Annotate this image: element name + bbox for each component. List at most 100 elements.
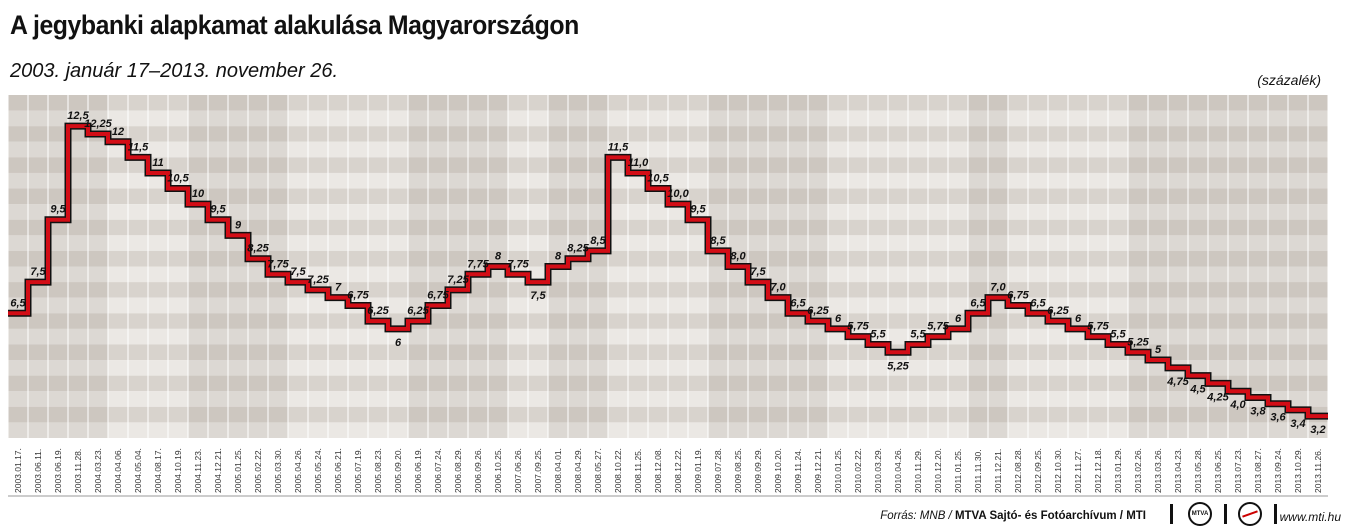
x-tick-label: 2009.08.25. — [733, 448, 743, 493]
chart-title: A jegybanki alapkamat alakulása Magyaror… — [10, 10, 579, 40]
x-tick-label: 2010.12.20. — [933, 448, 943, 493]
data-label: 8,0 — [730, 251, 746, 263]
data-label: 5,5 — [910, 328, 926, 340]
step-line-chart: 6,57,59,512,512,251211,51110,5109,598,25… — [7, 95, 1329, 497]
data-label: 4,5 — [1189, 384, 1206, 396]
data-label: 6,75 — [1007, 289, 1029, 301]
rate-step-line — [8, 122, 1328, 420]
data-label: 11 — [152, 157, 163, 169]
data-label: 9,5 — [50, 204, 66, 216]
x-tick-label: 2009.09.29. — [753, 448, 763, 493]
x-tick-label: 2005.04.26. — [293, 448, 303, 493]
data-label: 7,5 — [750, 266, 766, 278]
data-label: 7 — [335, 282, 342, 294]
data-label: 6,25 — [407, 305, 429, 317]
x-tick-label: 2007.09.25. — [533, 448, 543, 493]
data-label: 6 — [835, 313, 842, 325]
x-tick-label: 2010.04.26. — [893, 448, 903, 493]
x-tick-label: 2013.09.24. — [1273, 448, 1283, 493]
x-tick-label: 2013.08.27. — [1253, 448, 1263, 493]
x-tick-label: 2006.08.29. — [453, 448, 463, 493]
x-tick-label: 2005.07.19. — [353, 448, 363, 493]
data-label: 10,5 — [647, 173, 669, 185]
data-label: 7,75 — [507, 258, 529, 270]
data-label: 6,5 — [10, 297, 26, 309]
footer-separator — [1170, 504, 1173, 524]
data-label: 7,5 — [30, 266, 46, 278]
data-label: 5,25 — [887, 360, 909, 372]
website-link[interactable]: www.mti.hu — [1279, 510, 1341, 524]
footer-separator — [1274, 504, 1277, 524]
x-tick-label: 2006.10.25. — [493, 448, 503, 493]
x-tick-label: 2009.01.19. — [693, 448, 703, 493]
x-tick-label: 2009.10.20. — [773, 448, 783, 493]
x-tick-labels: 2003.01.17. 2003.06.11. 2003.06.19. 2003.11… — [13, 448, 1323, 493]
x-tick-label: 2005.09.20. — [393, 448, 403, 493]
data-label: 8,25 — [567, 243, 589, 255]
data-label: 12,25 — [84, 118, 112, 130]
x-tick-label: 2008.12.22. — [673, 448, 683, 493]
year-block — [8, 95, 108, 438]
x-tick-label: 2004.10.19. — [173, 448, 183, 493]
data-label: 3,2 — [1310, 424, 1325, 436]
x-tick-label: 2008.04.29. — [573, 448, 583, 493]
x-tick-label: 2009.07.28. — [713, 448, 723, 493]
data-label: 9 — [235, 219, 242, 231]
x-tick-label: 2012.09.25. — [1033, 448, 1043, 493]
source-prefix: Forrás: MNB / — [880, 510, 955, 522]
data-label: 7,75 — [467, 258, 489, 270]
x-tick-label: 2005.02.22. — [253, 448, 263, 493]
data-label: 3,6 — [1270, 412, 1286, 424]
x-tick-label: 2013.04.23. — [1173, 448, 1183, 493]
x-tick-label: 2008.04.01. — [553, 448, 563, 493]
x-tick-label: 2007.06.26. — [513, 448, 523, 493]
x-tick-label: 2005.06.21. — [333, 448, 343, 493]
footer-separator — [1224, 504, 1227, 524]
x-tick-label: 2013.06.25. — [1213, 448, 1223, 493]
footer: Forrás: MNB / MTVA Sajtó- és Fotóarchívu… — [0, 498, 1351, 531]
x-tick-label: 2004.12.21. — [213, 448, 223, 493]
data-label: 7,25 — [307, 274, 329, 286]
x-tick-label: 2004.11.23. — [193, 449, 203, 493]
x-tick-label: 2003.06.19. — [53, 448, 63, 493]
x-tick-label: 2004.04.06. — [113, 448, 123, 493]
data-label: 6 — [955, 313, 962, 325]
source-credit: Forrás: MNB / MTVA Sajtó- és Fotóarchívu… — [880, 510, 1146, 522]
x-tick-label: 2006.07.24. — [433, 448, 443, 493]
data-label: 5,75 — [847, 321, 869, 333]
data-label: 3,8 — [1250, 405, 1266, 417]
x-tick-label: 2013.01.29. — [1113, 448, 1123, 493]
data-label: 7,5 — [530, 290, 546, 302]
data-label: 7,75 — [267, 258, 289, 270]
x-tick-label: 2005.01.25. — [233, 448, 243, 493]
data-label: 4,0 — [1229, 399, 1246, 411]
x-tick-label: 2013.05.28. — [1193, 448, 1203, 493]
x-tick-label: 2003.11.28. — [73, 449, 83, 493]
x-tick-label: 2011.11.30. — [973, 449, 983, 493]
x-tick-label: 2013.10.29. — [1293, 448, 1303, 493]
x-tick-label: 2010.11.29. — [913, 449, 923, 493]
x-tick-label: 2011.01.25. — [953, 449, 963, 493]
data-label: 8,5 — [590, 235, 606, 247]
data-label: 11,5 — [608, 141, 629, 153]
x-tick-label: 2010.02.22. — [853, 448, 863, 493]
data-label: 8,5 — [710, 235, 726, 247]
unit-label: (százalék) — [1257, 72, 1321, 88]
x-tick-label: 2010.03.29. — [873, 448, 883, 493]
data-label: 6,75 — [347, 289, 369, 301]
mtva-logo-icon: MTVA — [1188, 502, 1212, 526]
x-tick-label: 2013.11.26. — [1313, 449, 1323, 493]
x-tick-label: 2004.03.23. — [93, 448, 103, 493]
x-tick-label: 2009.11.24. — [793, 449, 803, 493]
x-tick-label: 2005.03.30. — [273, 448, 283, 493]
x-tick-label: 2004.05.04. — [133, 448, 143, 493]
x-tick-label: 2013.03.26. — [1153, 448, 1163, 493]
x-tick-label: 2010.01.25. — [833, 448, 843, 493]
data-label: 6,5 — [1030, 297, 1046, 309]
data-label: 5,75 — [1087, 321, 1109, 333]
data-label: 8,25 — [247, 243, 269, 255]
data-label: 4,25 — [1206, 391, 1229, 403]
data-label: 4,75 — [1166, 376, 1189, 388]
x-tick-label: 2003.01.17. — [13, 448, 23, 493]
x-tick-label: 2013.02.26. — [1133, 448, 1143, 493]
